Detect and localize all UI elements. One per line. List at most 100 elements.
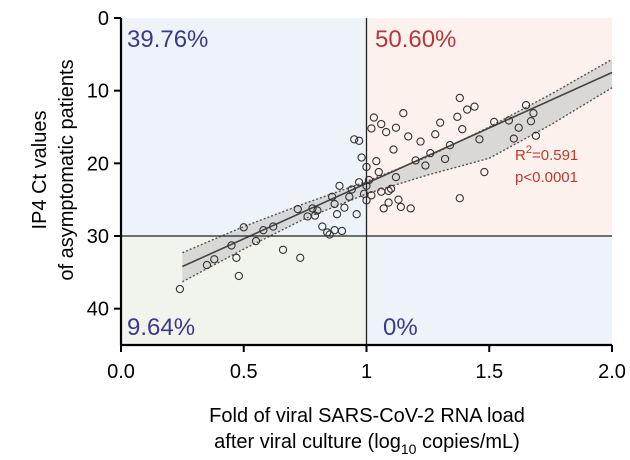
data-point (354, 178, 364, 187)
x-tick-label: 0.5 (230, 361, 258, 383)
data-point (416, 137, 425, 146)
x-axis-title-post: copies/mL) (416, 431, 519, 453)
data-point (327, 192, 337, 201)
x-axis-title-pre: after viral culture (log (214, 431, 401, 453)
quadrant-bottom-right-bg (366, 236, 612, 345)
data-point (421, 161, 430, 170)
data-point (396, 202, 406, 212)
data-point (313, 206, 322, 215)
data-point (310, 211, 320, 220)
data-point (391, 172, 401, 182)
data-point (251, 236, 261, 246)
p-value-label: p<0.0001 (515, 169, 578, 186)
data-point (232, 253, 241, 262)
data-point (374, 167, 383, 177)
data-point (335, 181, 344, 191)
data-point (210, 255, 219, 264)
r-squared-label: R2=0.591 (515, 144, 578, 164)
data-point (455, 194, 464, 203)
data-point (480, 167, 489, 177)
data-point (350, 135, 359, 144)
data-point (521, 101, 531, 110)
r-squared-value: =0.591 (532, 147, 578, 164)
data-point (367, 124, 376, 133)
data-point (431, 130, 440, 139)
quadrant-bottom-left-bg (121, 236, 367, 345)
data-point (269, 222, 278, 231)
axes: 0 10 20 30 40 0.0 0.5 1 1.5 2.0 (87, 8, 626, 383)
quadrant-bottom-right-label: 0% (383, 314, 418, 341)
data-point (318, 222, 327, 231)
y-tick-label: 20 (87, 153, 109, 175)
data-point (369, 113, 379, 122)
x-tick-label: 2.0 (598, 361, 626, 383)
x-axis-title-line-2: after viral culture (log10 copies/mL) (214, 431, 520, 457)
data-point (470, 102, 479, 111)
data-point (202, 260, 212, 270)
data-point (406, 204, 415, 213)
data-point (367, 191, 376, 200)
y-tick-label: 10 (87, 81, 109, 103)
data-point (458, 125, 467, 134)
data-point (435, 118, 445, 127)
x-tick-label: 1.5 (475, 361, 503, 383)
data-point (529, 109, 538, 118)
data-point (475, 135, 484, 144)
quadrant-top-left-label: 39.76% (127, 26, 208, 53)
data-point (234, 271, 243, 281)
data-point (354, 136, 364, 145)
r-squared-prefix: R (515, 147, 526, 164)
data-point (411, 156, 420, 165)
data-point (330, 199, 339, 209)
y-axis-title-line-2: of asymptomatic patients (56, 59, 78, 280)
data-point (455, 93, 464, 103)
data-point (453, 112, 462, 121)
x-axis-title-line-1: Fold of viral SARS-CoV-2 RNA load (209, 405, 525, 427)
data-point (399, 109, 408, 118)
data-point (362, 162, 371, 172)
quadrant-top-right-label: 50.60% (375, 26, 456, 53)
data-point (391, 123, 401, 132)
data-point (440, 154, 450, 164)
data-point (227, 241, 236, 250)
confidence-band-fill (182, 59, 612, 282)
data-point (381, 127, 391, 137)
data-point (175, 284, 185, 294)
data-point (394, 195, 403, 204)
data-point (514, 123, 523, 132)
data-points (175, 93, 541, 294)
threshold-lines (121, 18, 612, 345)
regression-line (182, 71, 613, 268)
data-point (332, 210, 342, 219)
data-point (526, 117, 536, 126)
data-point (347, 185, 356, 194)
data-point (504, 116, 514, 125)
data-point (357, 153, 366, 162)
data-point (445, 141, 455, 150)
r-squared-superscript: 2 (526, 144, 532, 156)
y-tick-label: 30 (87, 226, 109, 248)
data-point (362, 196, 371, 205)
data-point (463, 105, 472, 114)
confidence-upper-line (182, 58, 613, 254)
data-point (490, 117, 499, 127)
data-point (308, 204, 317, 213)
y-tick-label: 0 (98, 8, 109, 30)
data-point (259, 226, 268, 235)
data-point (293, 204, 302, 214)
data-point (345, 192, 354, 201)
data-point (531, 131, 541, 140)
x-tick-label: 0.0 (107, 361, 135, 383)
data-point (278, 245, 288, 254)
x-axis-title-subscript: 10 (401, 441, 417, 457)
data-point (389, 145, 398, 154)
data-point (239, 223, 248, 232)
data-point (325, 230, 334, 239)
data-point (296, 253, 305, 262)
x-tick-label: 1 (361, 361, 372, 383)
data-point (379, 204, 388, 213)
data-point (386, 184, 396, 193)
quadrant-bottom-left-label: 9.64% (127, 314, 195, 341)
data-point (426, 149, 435, 158)
